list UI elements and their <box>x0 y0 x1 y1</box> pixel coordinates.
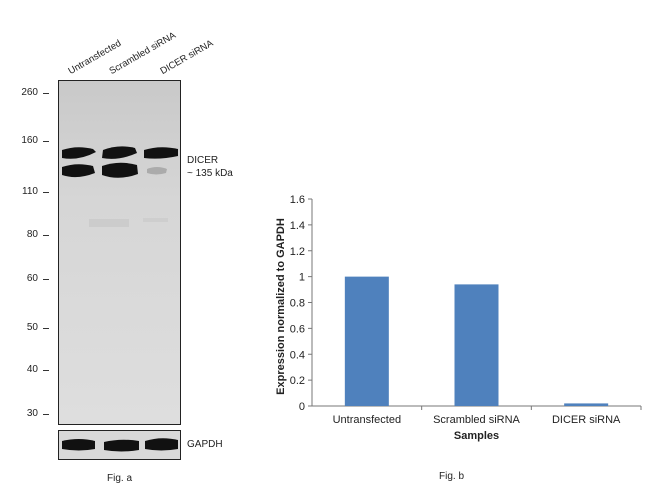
mw-marker-160: 160 <box>21 135 38 146</box>
mw-tick <box>43 235 49 236</box>
band-label-dicer: DICER <box>187 155 219 166</box>
x-tick-label: Scrambled siRNA <box>433 414 520 426</box>
blot-image-dicer <box>58 80 181 425</box>
y-tick-label: 1.2 <box>290 246 305 258</box>
y-tick-label: 0.6 <box>290 323 305 335</box>
band-upper-scrambled <box>102 146 137 159</box>
mw-marker-50: 50 <box>26 322 38 333</box>
mw-marker-60: 60 <box>26 273 38 284</box>
band-upper-untransfected <box>62 147 96 159</box>
mw-tick <box>43 192 49 193</box>
mw-tick <box>43 279 49 280</box>
fig-a-caption: Fig. a <box>107 473 133 484</box>
x-axis-label: Samples <box>454 430 499 442</box>
y-tick-label: 0.2 <box>290 375 305 387</box>
mw-marker-30: 30 <box>26 408 38 419</box>
y-tick-label: 0.8 <box>290 298 305 310</box>
mw-tick <box>43 370 49 371</box>
blot-image-gapdh <box>58 430 181 460</box>
mw-marker-80: 80 <box>26 229 38 240</box>
loading-control-label: GAPDH <box>187 439 223 450</box>
band-label-kda: ~ 135 kDa <box>187 168 233 179</box>
y-tick-label: 0.4 <box>290 349 305 361</box>
mw-tick <box>43 328 49 329</box>
band-lower-scrambled <box>102 162 138 178</box>
band-lower-dicer-faint <box>147 167 167 175</box>
y-tick-label: 1.6 <box>290 194 305 206</box>
bar <box>454 284 499 406</box>
x-tick-label: Untransfected <box>333 414 401 426</box>
mw-tick <box>43 141 49 142</box>
y-tick-label: 0 <box>299 401 305 413</box>
y-tick-label: 1 <box>299 272 305 284</box>
mw-marker-260: 260 <box>21 87 38 98</box>
y-axis-label: Expression normalized to GAPDH <box>275 218 287 395</box>
band-upper-dicer <box>144 147 178 159</box>
mw-tick <box>43 414 49 415</box>
band-lower-untransfected <box>62 164 95 178</box>
bar <box>344 276 389 406</box>
mw-marker-40: 40 <box>26 364 38 375</box>
bar <box>564 403 609 406</box>
fig-b-caption: Fig. b <box>439 471 465 482</box>
x-tick-label: DICER siRNA <box>552 414 621 426</box>
mw-tick <box>43 93 49 94</box>
y-tick-label: 1.4 <box>290 220 305 232</box>
mw-marker-110: 110 <box>22 186 38 197</box>
